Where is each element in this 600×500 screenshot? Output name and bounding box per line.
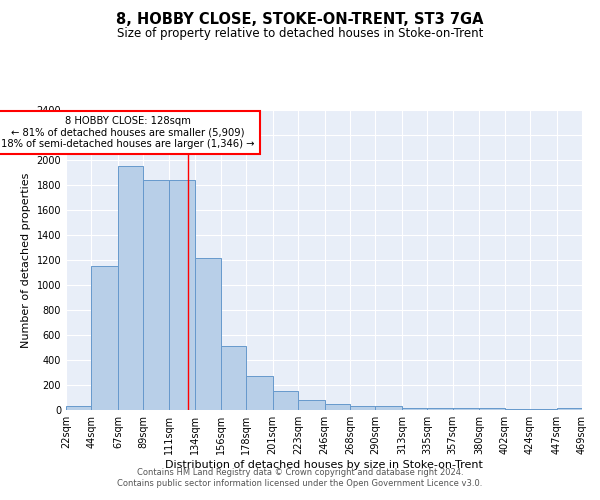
Bar	[221, 346, 246, 410]
Bar	[557, 408, 582, 410]
Bar	[272, 391, 298, 410]
Bar	[169, 180, 195, 410]
Bar	[479, 408, 505, 410]
Bar	[376, 406, 402, 410]
Bar	[427, 408, 453, 410]
Bar	[195, 258, 221, 410]
X-axis label: Distribution of detached houses by size in Stoke-on-Trent: Distribution of detached houses by size …	[165, 460, 483, 470]
Text: 8, HOBBY CLOSE, STOKE-ON-TRENT, ST3 7GA: 8, HOBBY CLOSE, STOKE-ON-TRENT, ST3 7GA	[116, 12, 484, 28]
Y-axis label: Number of detached properties: Number of detached properties	[21, 172, 31, 348]
Text: 8 HOBBY CLOSE: 128sqm
← 81% of detached houses are smaller (5,909)
18% of semi-d: 8 HOBBY CLOSE: 128sqm ← 81% of detached …	[1, 116, 255, 150]
Text: Contains HM Land Registry data © Crown copyright and database right 2024.
Contai: Contains HM Land Registry data © Crown c…	[118, 468, 482, 487]
Bar	[402, 408, 427, 410]
Bar	[298, 400, 325, 410]
Bar	[325, 404, 350, 410]
Bar	[453, 408, 479, 410]
Bar	[66, 406, 91, 410]
Bar	[505, 409, 530, 410]
Bar	[143, 180, 169, 410]
Bar	[246, 376, 272, 410]
Bar	[91, 266, 118, 410]
Bar	[350, 406, 376, 410]
Bar	[118, 166, 143, 410]
Text: Size of property relative to detached houses in Stoke-on-Trent: Size of property relative to detached ho…	[117, 28, 483, 40]
